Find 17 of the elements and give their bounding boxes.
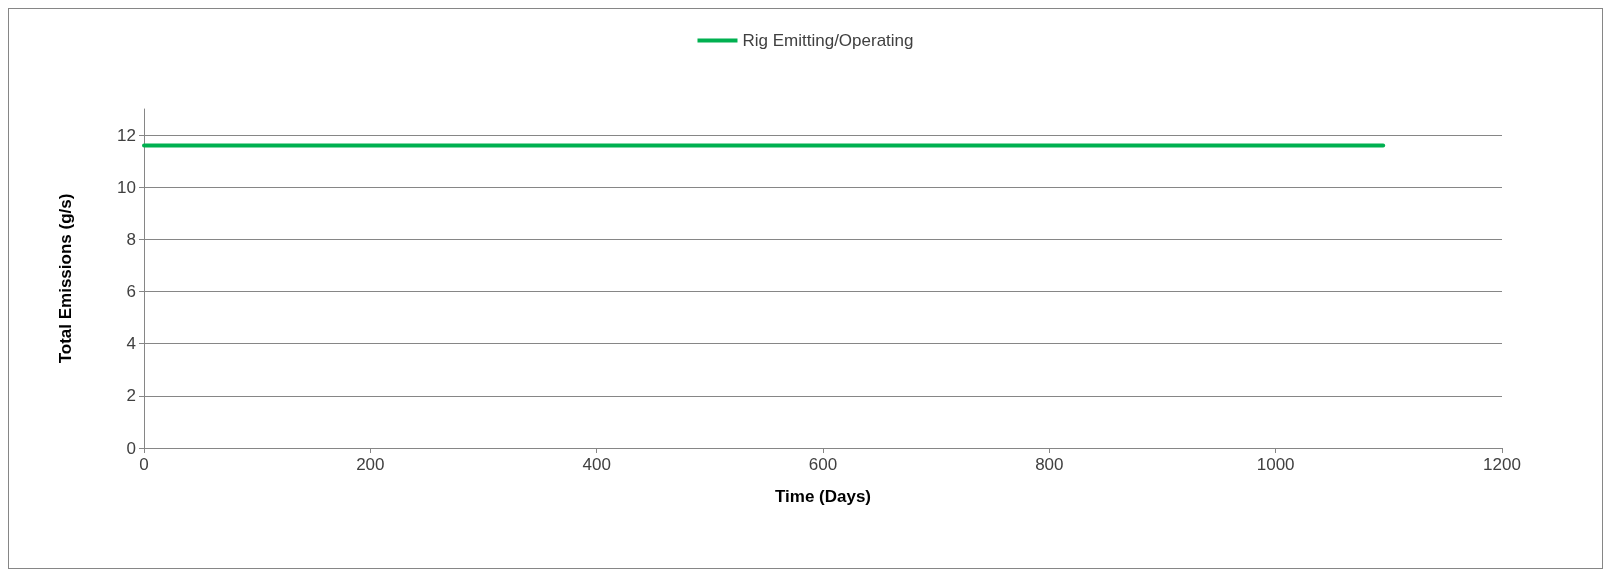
y-tick-label: 4: [126, 334, 136, 354]
y-tick-label: 6: [126, 282, 136, 302]
y-tick-label: 2: [126, 386, 136, 406]
x-tick-label: 600: [808, 455, 838, 474]
y-tick-label: 8: [126, 229, 136, 249]
y-axis-title: Total Emissions (g/s): [56, 193, 75, 364]
y-tick-label: 0: [126, 438, 136, 458]
y-tick-label: 12: [117, 125, 136, 145]
x-tick-label: 1200: [1483, 455, 1521, 474]
x-tick-label: 200: [356, 455, 385, 474]
x-tick-label: 400: [582, 455, 611, 474]
x-axis-title: Time (Days): [774, 487, 872, 506]
legend-label: Rig Emitting/Operating: [742, 31, 914, 50]
x-tick-label: 1000: [1256, 455, 1295, 474]
x-tick-label: 0: [139, 455, 149, 474]
y-tick-label: 10: [117, 177, 136, 197]
x-tick-label: 800: [1035, 455, 1064, 474]
